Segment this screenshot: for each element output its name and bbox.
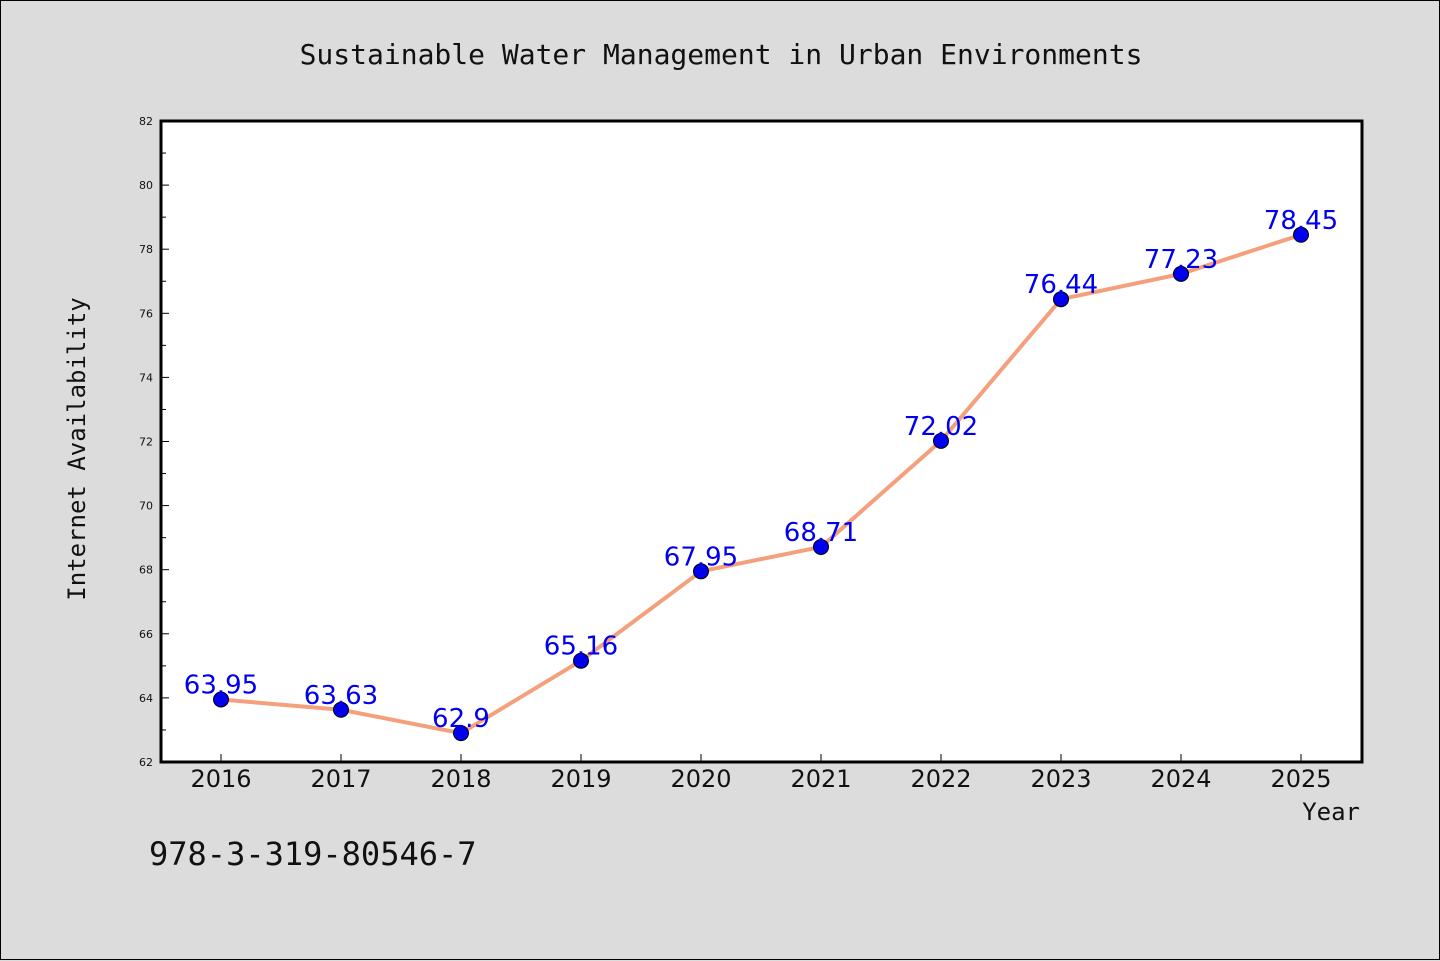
- plot-frame: [159, 119, 1364, 764]
- y-tick-label: 72: [139, 436, 153, 449]
- y-tick-label: 62: [139, 756, 153, 769]
- data-label: 62.9: [432, 704, 490, 734]
- y-tick-label: 74: [139, 371, 153, 384]
- data-label: 63.63: [304, 681, 378, 711]
- data-label: 65.16: [544, 632, 618, 662]
- data-point: [453, 725, 469, 742]
- data-label: 77.23: [1144, 245, 1218, 275]
- data-point: [213, 691, 229, 708]
- x-tick-label: 2021: [790, 765, 851, 793]
- series-line: [220, 232, 1302, 736]
- x-tick-label: 2022: [910, 765, 971, 793]
- data-label: 63.95: [184, 671, 258, 701]
- data-point: [333, 701, 349, 718]
- series-layer: [213, 226, 1309, 742]
- footer-code: 978-3-319-80546-7: [149, 835, 477, 873]
- y-tick-label: 82: [139, 115, 153, 128]
- data-label: 67.95: [664, 542, 738, 572]
- y-tick-label: 68: [139, 564, 153, 577]
- x-tick-label: 2019: [550, 765, 611, 793]
- chart-title: Sustainable Water Management in Urban En…: [300, 38, 1143, 71]
- x-tick-label: 2024: [1150, 765, 1211, 793]
- data-label: 72.02: [904, 412, 978, 442]
- x-tick-label: 2023: [1030, 765, 1091, 793]
- y-tick-label: 66: [139, 628, 153, 641]
- y-tick-label: 76: [139, 307, 153, 320]
- data-point: [1293, 226, 1309, 243]
- x-axis: 2016 2017 2018 2019 2020 2021 2022 2023 2024 2025: [190, 754, 1332, 793]
- y-axis-label: Internet Availability: [63, 297, 91, 600]
- y-tick-label: 64: [139, 692, 153, 705]
- data-label: 78.45: [1264, 206, 1338, 236]
- x-tick-label: 2018: [430, 765, 491, 793]
- x-tick-label: 2016: [190, 765, 251, 793]
- y-tick-label: 78: [139, 243, 153, 256]
- x-tick-label: 2017: [310, 765, 371, 793]
- data-point: [1173, 265, 1189, 282]
- data-point: [573, 652, 589, 669]
- x-tick-label: 2020: [670, 765, 731, 793]
- x-axis-label: Year: [1302, 798, 1360, 826]
- data-point: [813, 538, 829, 555]
- data-label: 76.44: [1024, 270, 1098, 300]
- data-point: [693, 563, 709, 580]
- plot-area: [161, 121, 1362, 762]
- data-point: [1053, 291, 1069, 308]
- data-point: [933, 432, 949, 449]
- y-tick-label: 80: [139, 179, 153, 192]
- y-axis: 62 64 66 68 70 72 74 76 78 80 82: [139, 115, 169, 769]
- data-label: 68.71: [784, 518, 858, 548]
- data-labels-layer: 63.95 63.63 62.9 65.16 67.95 68.71 72.02 76.44 7…: [184, 206, 1338, 734]
- y-tick-label: 70: [139, 500, 153, 513]
- x-tick-label: 2025: [1270, 765, 1331, 793]
